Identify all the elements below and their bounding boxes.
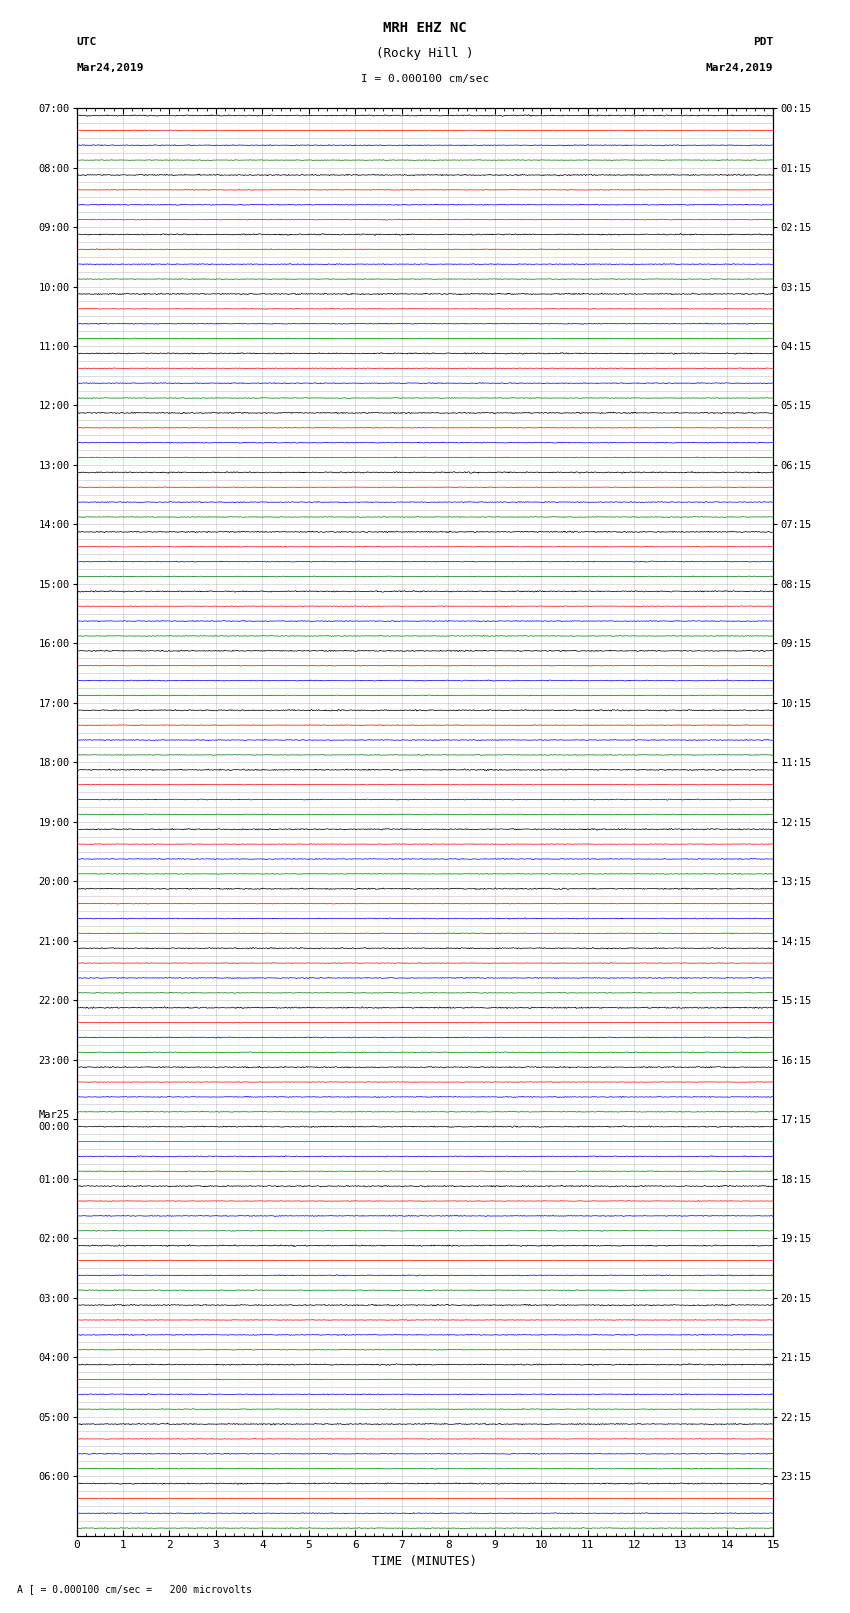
Text: A [ = 0.000100 cm/sec =   200 microvolts: A [ = 0.000100 cm/sec = 200 microvolts [17,1584,252,1594]
Text: UTC: UTC [76,37,97,47]
Text: Mar24,2019: Mar24,2019 [706,63,774,73]
Text: I = 0.000100 cm/sec: I = 0.000100 cm/sec [361,74,489,84]
Text: PDT: PDT [753,37,774,47]
Text: (Rocky Hill ): (Rocky Hill ) [377,47,473,60]
Text: Mar24,2019: Mar24,2019 [76,63,144,73]
X-axis label: TIME (MINUTES): TIME (MINUTES) [372,1555,478,1568]
Text: MRH EHZ NC: MRH EHZ NC [383,21,467,35]
